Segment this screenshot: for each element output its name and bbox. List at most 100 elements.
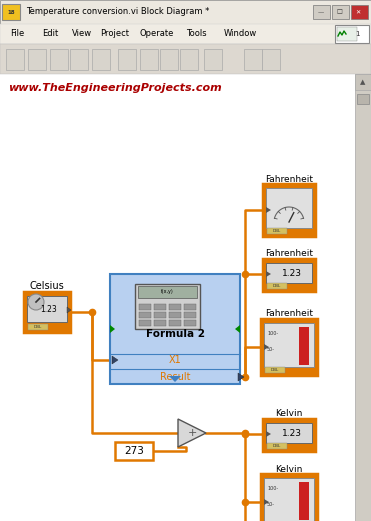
Bar — [24, 292, 70, 332]
Bar — [263, 184, 315, 236]
Polygon shape — [264, 344, 269, 350]
Text: ▲: ▲ — [360, 79, 366, 85]
Polygon shape — [67, 307, 71, 313]
Bar — [135, 284, 200, 329]
Bar — [154, 312, 166, 318]
Text: 1.23: 1.23 — [282, 429, 302, 439]
Bar — [169, 312, 181, 318]
Text: 50-: 50- — [267, 347, 275, 352]
Polygon shape — [266, 431, 271, 437]
Text: Tools: Tools — [186, 30, 207, 39]
Text: Formula 2: Formula 2 — [145, 329, 204, 339]
Bar — [332, 5, 349, 19]
Text: X1: X1 — [169, 355, 181, 365]
Bar — [299, 327, 309, 365]
Bar — [244, 49, 262, 70]
Bar — [204, 49, 222, 70]
Bar — [27, 296, 67, 322]
Bar — [355, 74, 371, 90]
Text: Temperature conversion.vi Block Diagram *: Temperature conversion.vi Block Diagram … — [26, 7, 209, 17]
Polygon shape — [169, 376, 181, 382]
Bar — [92, 49, 110, 70]
Bar — [160, 49, 178, 70]
Text: DBL: DBL — [273, 444, 281, 448]
Bar — [263, 419, 315, 451]
Bar — [154, 304, 166, 310]
Bar — [263, 259, 315, 291]
Text: View: View — [72, 30, 92, 39]
Text: 100-: 100- — [267, 331, 278, 336]
Text: 100-: 100- — [267, 486, 278, 491]
Text: File: File — [10, 30, 24, 39]
Text: 18: 18 — [7, 9, 15, 15]
Text: f(x,y): f(x,y) — [161, 290, 174, 294]
Bar — [266, 188, 312, 228]
Bar — [139, 304, 151, 310]
Text: □: □ — [335, 9, 345, 15]
Text: Fahrenheit: Fahrenheit — [265, 175, 313, 183]
Bar — [266, 423, 312, 443]
Bar — [0, 44, 371, 74]
Bar — [261, 319, 317, 375]
Bar — [262, 49, 280, 70]
Text: Window: Window — [224, 30, 257, 39]
Text: 1.23: 1.23 — [282, 269, 302, 279]
Bar — [184, 304, 196, 310]
Polygon shape — [264, 499, 269, 505]
Text: Fahrenheit: Fahrenheit — [265, 250, 313, 258]
Bar — [0, 74, 355, 521]
Bar — [138, 286, 197, 298]
Bar — [180, 49, 198, 70]
Bar — [70, 49, 88, 70]
Bar — [115, 442, 153, 460]
Bar — [184, 312, 196, 318]
Text: Edit: Edit — [42, 30, 58, 39]
Bar — [118, 49, 136, 70]
Text: Project: Project — [100, 30, 129, 39]
Polygon shape — [238, 373, 244, 381]
Bar — [50, 49, 68, 70]
Bar — [267, 283, 287, 289]
Bar — [337, 27, 357, 41]
Text: Celsius: Celsius — [30, 281, 65, 291]
Bar — [313, 5, 330, 19]
Bar — [110, 274, 240, 384]
Bar — [267, 228, 287, 234]
Bar — [267, 443, 287, 449]
Text: Result: Result — [160, 372, 190, 382]
Bar — [169, 304, 181, 310]
Bar — [154, 320, 166, 326]
Bar — [266, 263, 312, 283]
Text: DBL: DBL — [273, 229, 281, 233]
Text: ✕: ✕ — [354, 9, 364, 15]
Text: Kelvin: Kelvin — [275, 465, 303, 474]
Bar — [0, 0, 371, 24]
Bar — [139, 320, 151, 326]
Polygon shape — [266, 207, 271, 213]
Text: Fahrenheit: Fahrenheit — [265, 309, 313, 318]
Bar — [140, 49, 158, 70]
Bar — [299, 482, 309, 520]
Bar — [0, 24, 371, 44]
Bar — [351, 5, 368, 19]
Text: DBL: DBL — [271, 368, 279, 372]
Text: Kelvin: Kelvin — [275, 410, 303, 418]
Bar — [261, 474, 317, 521]
Bar — [264, 323, 314, 367]
Text: DBL: DBL — [34, 325, 42, 329]
Bar — [264, 478, 314, 521]
Bar — [139, 312, 151, 318]
Circle shape — [28, 294, 44, 310]
Bar — [355, 74, 371, 521]
Text: Operate: Operate — [140, 30, 174, 39]
Text: —: — — [316, 9, 326, 15]
Bar — [335, 25, 369, 43]
Text: www.TheEngineeringProjects.com: www.TheEngineeringProjects.com — [8, 83, 222, 93]
Text: 50-: 50- — [267, 502, 275, 507]
Bar — [28, 324, 48, 330]
Bar — [2, 4, 20, 20]
Polygon shape — [112, 356, 118, 364]
Text: 1.23: 1.23 — [41, 305, 58, 315]
Polygon shape — [110, 325, 115, 333]
Text: 273: 273 — [124, 446, 144, 456]
